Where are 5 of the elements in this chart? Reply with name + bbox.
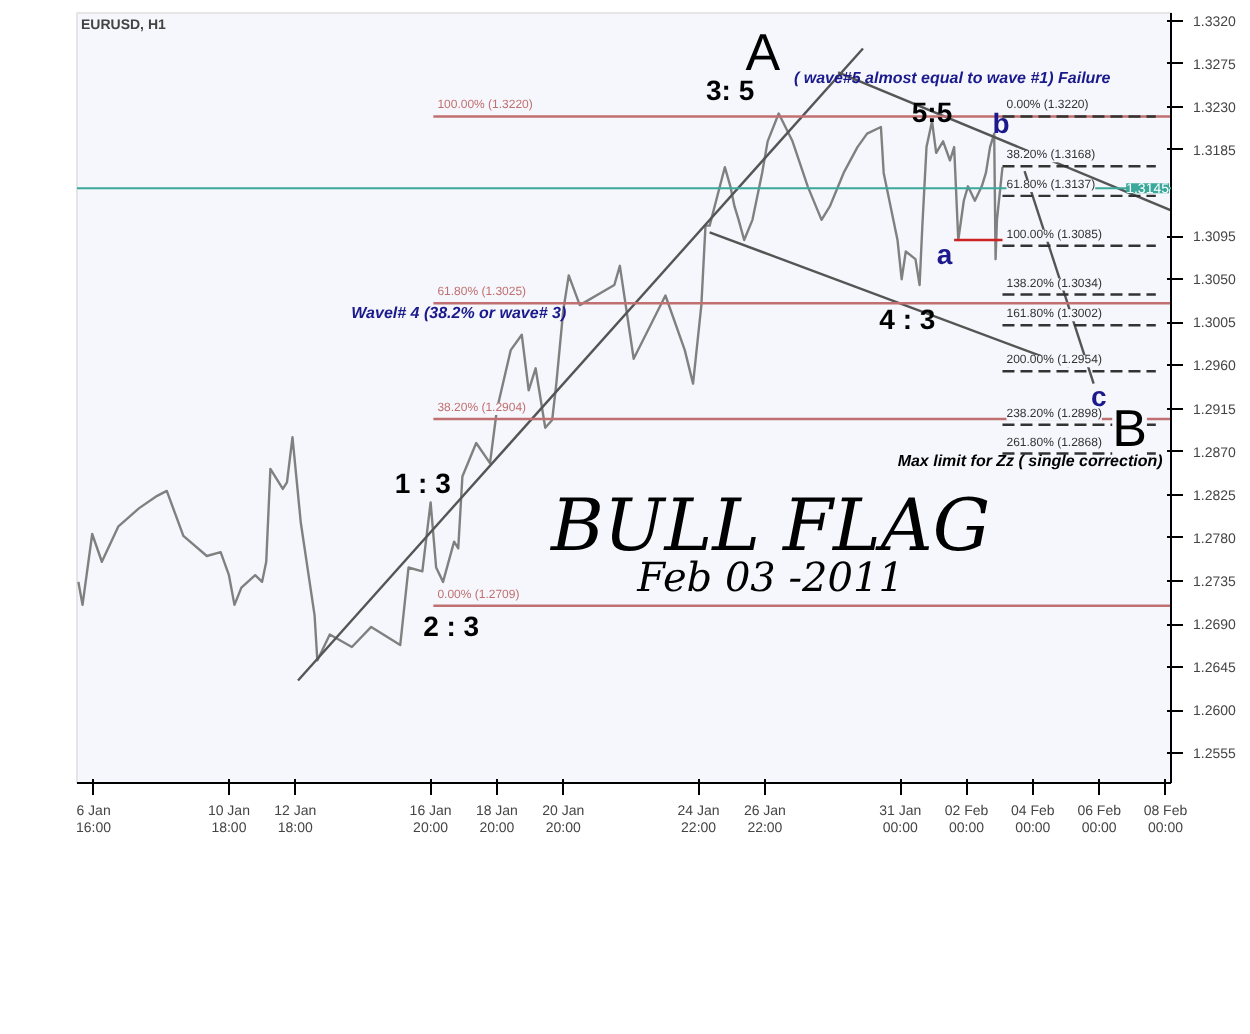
annotation: 1 : 3 <box>394 466 452 499</box>
annotation: a <box>936 238 953 271</box>
annotation: Max limit for Zz ( single correction) <box>897 452 1164 471</box>
annotation: b <box>992 107 1010 140</box>
annotation: 2 : 3 <box>423 609 480 642</box>
